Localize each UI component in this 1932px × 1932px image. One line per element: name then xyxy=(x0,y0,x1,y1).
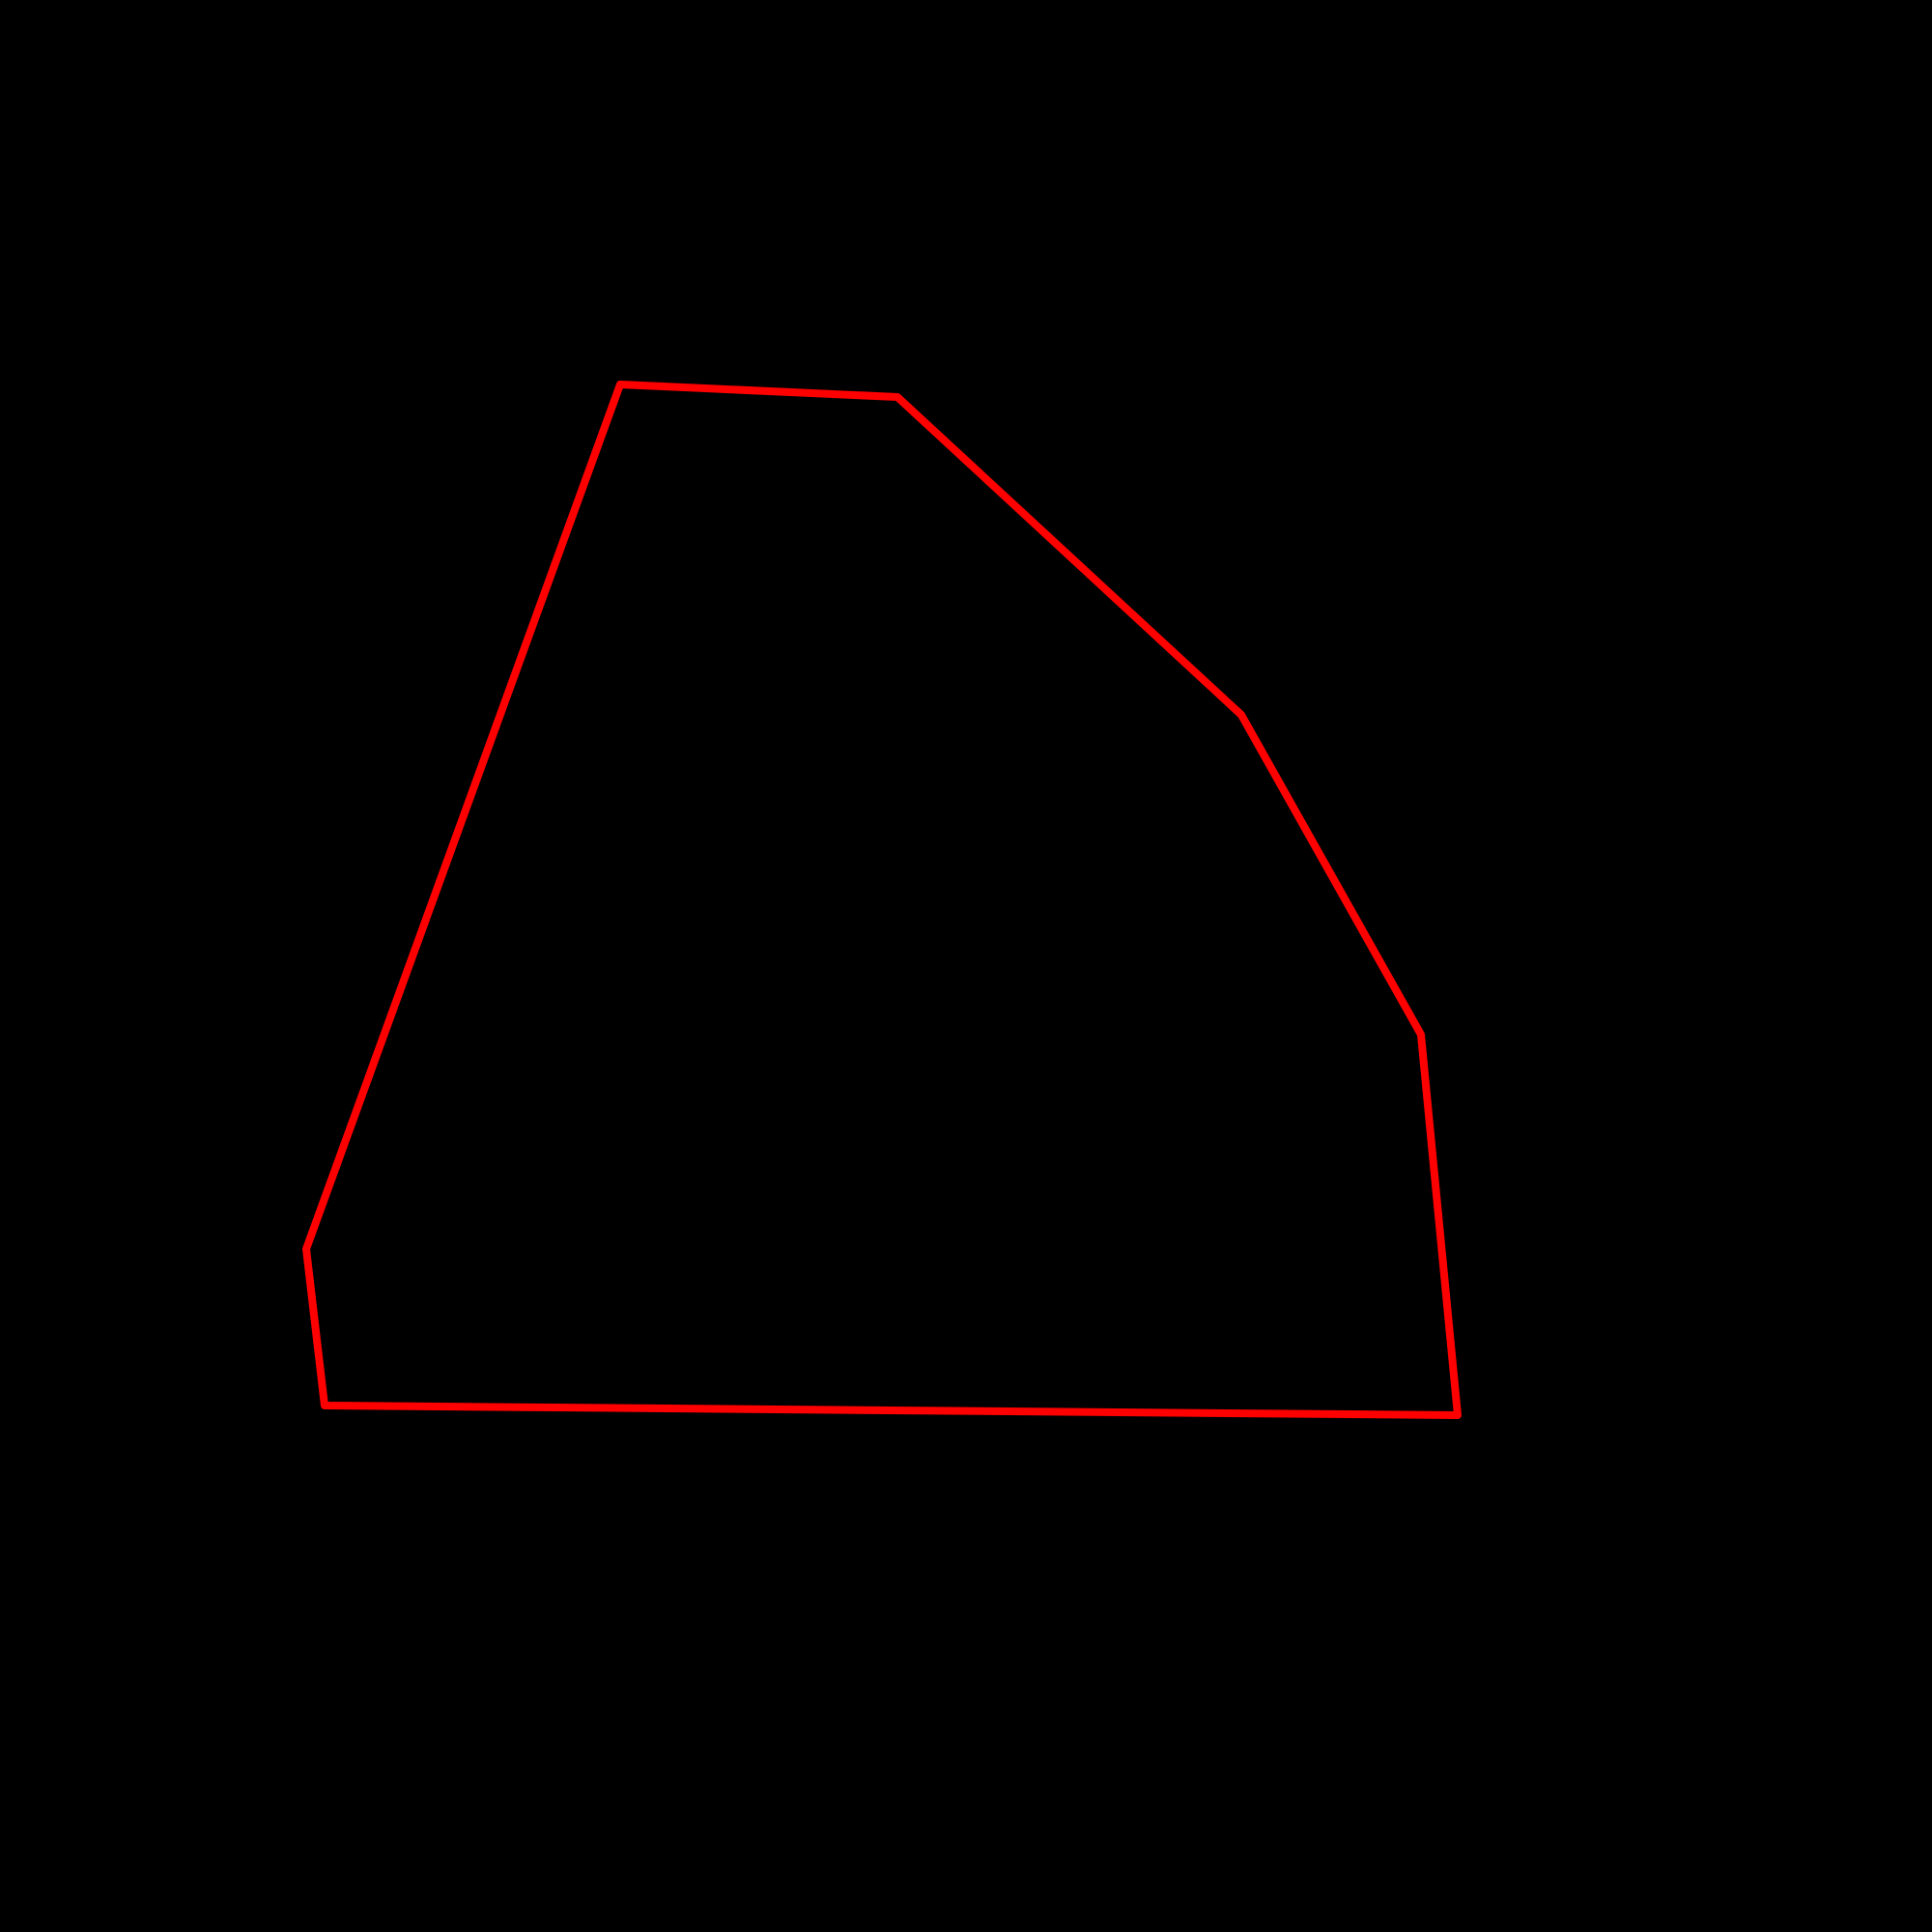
red-polygon-outline xyxy=(302,381,1462,1419)
